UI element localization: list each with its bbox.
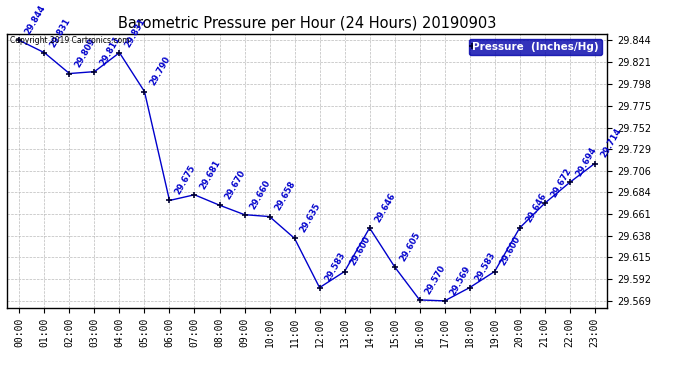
Text: 29.570: 29.570 (424, 263, 448, 296)
Legend: Pressure  (Inches/Hg): Pressure (Inches/Hg) (469, 39, 602, 55)
Pressure  (Inches/Hg) (215, 203, 224, 207)
Text: 29.672: 29.672 (549, 166, 573, 199)
Text: 29.790: 29.790 (148, 55, 172, 87)
Pressure  (Inches/Hg) (66, 71, 74, 76)
Pressure  (Inches/Hg) (491, 269, 499, 274)
Text: 29.681: 29.681 (199, 158, 223, 190)
Pressure  (Inches/Hg) (290, 236, 299, 241)
Text: 29.660: 29.660 (248, 178, 273, 210)
Text: 29.831: 29.831 (48, 16, 72, 48)
Text: 29.675: 29.675 (174, 164, 197, 196)
Pressure  (Inches/Hg) (566, 180, 574, 185)
Pressure  (Inches/Hg) (15, 38, 23, 43)
Pressure  (Inches/Hg) (315, 285, 324, 290)
Pressure  (Inches/Hg) (591, 161, 599, 166)
Pressure  (Inches/Hg) (115, 51, 124, 55)
Text: 29.600: 29.600 (348, 235, 373, 267)
Pressure  (Inches/Hg) (466, 285, 474, 290)
Text: 29.694: 29.694 (574, 146, 598, 178)
Text: 29.569: 29.569 (448, 264, 473, 297)
Pressure  (Inches/Hg) (190, 192, 199, 197)
Pressure  (Inches/Hg) (240, 212, 248, 217)
Text: 29.600: 29.600 (499, 235, 523, 267)
Text: 29.635: 29.635 (299, 202, 323, 234)
Text: 29.605: 29.605 (399, 230, 423, 262)
Pressure  (Inches/Hg) (440, 298, 449, 303)
Text: Copyright 2019 Cartronics.com: Copyright 2019 Cartronics.com (10, 36, 130, 45)
Text: 29.811: 29.811 (99, 35, 123, 68)
Pressure  (Inches/Hg) (540, 201, 549, 206)
Pressure  (Inches/Hg) (515, 226, 524, 230)
Pressure  (Inches/Hg) (166, 198, 174, 203)
Text: 29.714: 29.714 (599, 127, 623, 159)
Pressure  (Inches/Hg) (366, 226, 374, 230)
Text: 29.646: 29.646 (524, 191, 548, 224)
Text: 29.831: 29.831 (124, 16, 148, 48)
Text: 29.658: 29.658 (274, 180, 297, 212)
Text: 29.844: 29.844 (23, 4, 48, 36)
Pressure  (Inches/Hg) (266, 214, 274, 219)
Pressure  (Inches/Hg) (340, 269, 348, 274)
Pressure  (Inches/Hg) (415, 298, 424, 302)
Text: 29.583: 29.583 (474, 251, 497, 284)
Line: Pressure  (Inches/Hg): Pressure (Inches/Hg) (17, 38, 598, 304)
Text: 29.646: 29.646 (374, 191, 398, 224)
Pressure  (Inches/Hg) (391, 264, 399, 269)
Text: 29.670: 29.670 (224, 169, 248, 201)
Title: Barometric Pressure per Hour (24 Hours) 20190903: Barometric Pressure per Hour (24 Hours) … (118, 16, 496, 31)
Pressure  (Inches/Hg) (40, 51, 48, 55)
Pressure  (Inches/Hg) (140, 89, 148, 94)
Text: 29.583: 29.583 (324, 251, 348, 284)
Text: 29.809: 29.809 (74, 37, 97, 69)
Pressure  (Inches/Hg) (90, 69, 99, 74)
